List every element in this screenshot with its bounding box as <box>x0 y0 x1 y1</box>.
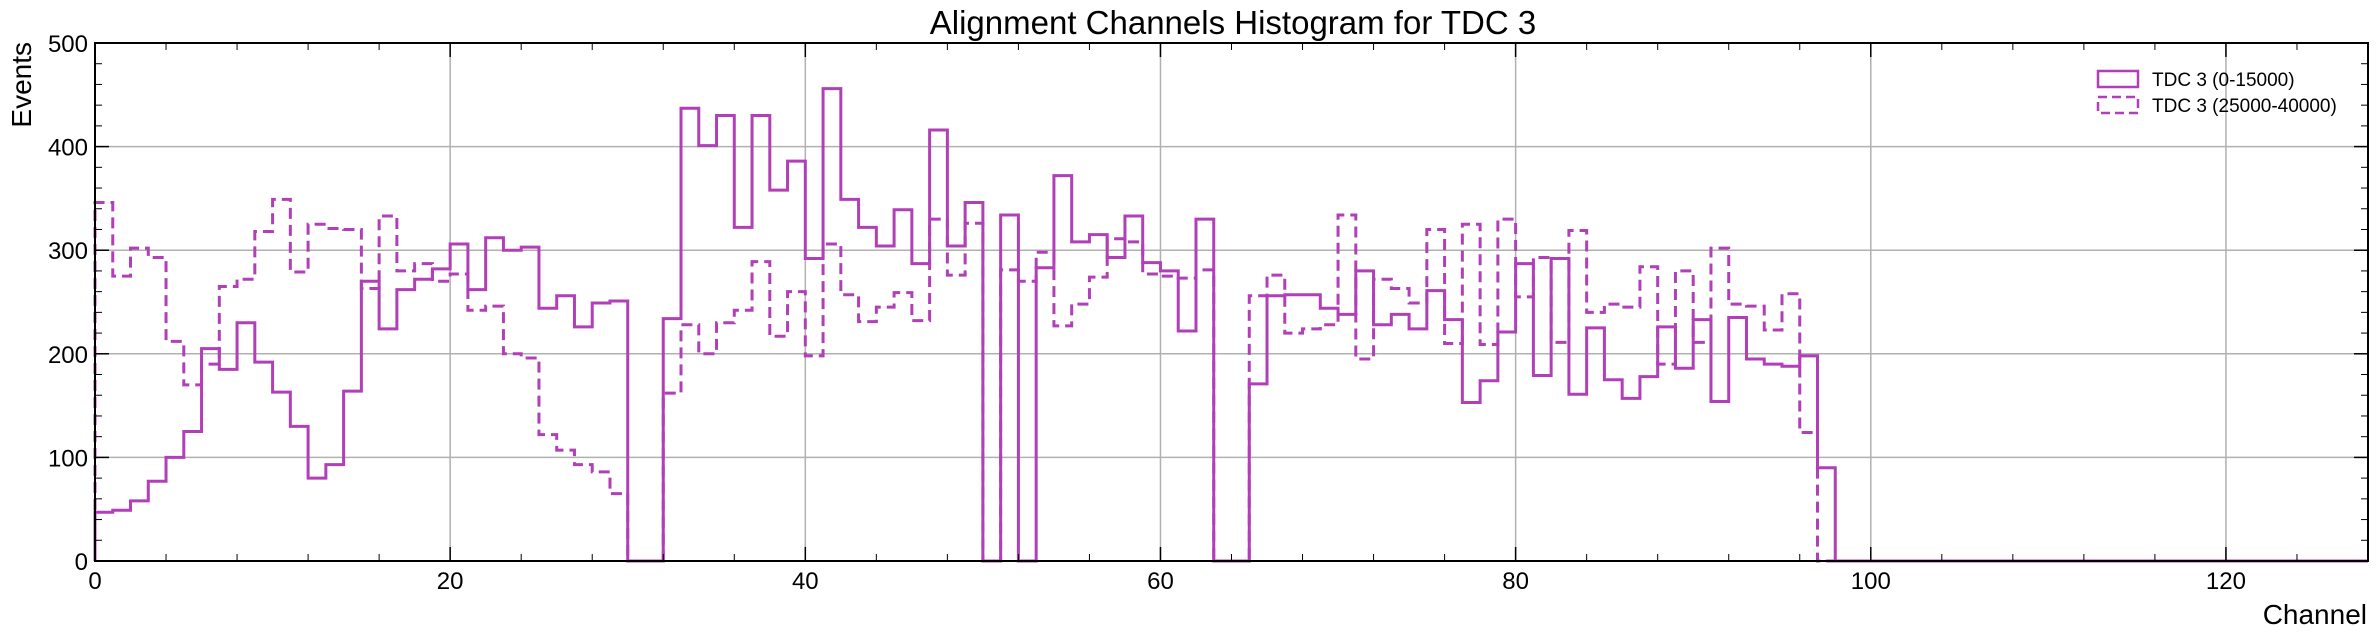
x-tick-label: 100 <box>1851 568 1891 595</box>
x-tick-label: 0 <box>88 568 101 595</box>
y-axis-label: Events <box>6 42 37 128</box>
x-axis-label: Channel <box>2263 599 2367 630</box>
series-1-histogram <box>93 87 2368 563</box>
legend-swatch-1 <box>2096 69 2140 89</box>
x-tick-label: 120 <box>2206 568 2246 595</box>
series-layer <box>93 87 2368 563</box>
x-tick-label: 60 <box>1147 568 1174 595</box>
legend-label-2: TDC 3 (25000-40000) <box>2152 96 2337 117</box>
y-tick-label: 400 <box>48 135 88 162</box>
y-tick-label: 300 <box>48 238 88 265</box>
x-tick-label: 80 <box>1502 568 1529 595</box>
series-2-histogram <box>93 197 2368 563</box>
x-tick-label: 40 <box>792 568 819 595</box>
y-tick-label: 200 <box>48 342 88 369</box>
plot-frame <box>94 42 2369 562</box>
legend-label-1: TDC 3 (0-15000) <box>2152 70 2295 91</box>
x-tick-label: 20 <box>437 568 464 595</box>
grid-lines <box>94 42 2368 562</box>
legend-swatch-2 <box>2096 95 2140 115</box>
y-tick-label: 0 <box>75 549 88 576</box>
y-tick-label: 100 <box>48 445 88 472</box>
chart-title: Alignment Channels Histogram for TDC 3 <box>930 4 1536 41</box>
y-tick-label: 500 <box>48 31 88 58</box>
legend: TDC 3 (0-15000) TDC 3 (25000-40000) <box>2096 69 2337 117</box>
axis-ticks: 0 20 40 60 80 100 120 0 100 200 300 400 500 <box>48 31 2369 595</box>
